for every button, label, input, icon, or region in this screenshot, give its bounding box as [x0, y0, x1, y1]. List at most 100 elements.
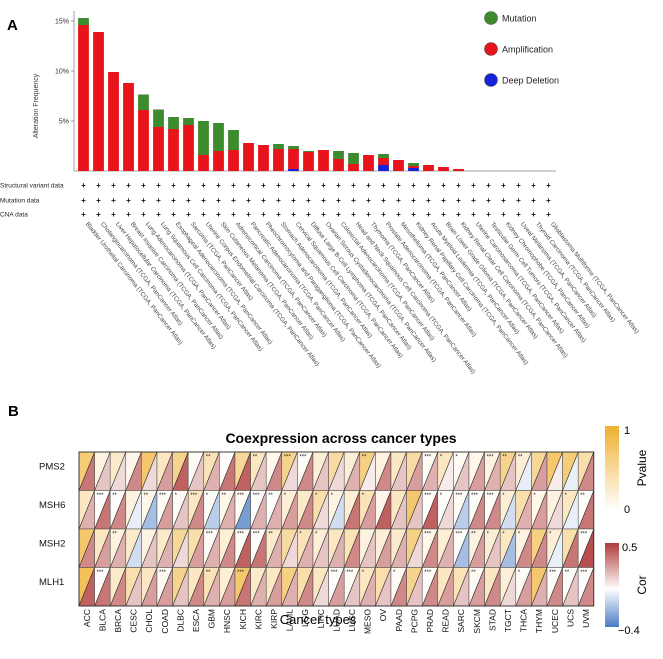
category-labels: Bladder Urothelial Carcinoma (TCGA, PanC…: [84, 221, 640, 375]
bar-mutation: [168, 117, 179, 129]
row-marker: +: [381, 210, 386, 219]
bar-amplification: [453, 169, 464, 171]
pvalue-colorbar: [605, 426, 619, 510]
cell-diagonal: [562, 490, 579, 530]
column-label: KIRC: [253, 609, 263, 629]
bar-amplification: [183, 125, 194, 171]
cell-diagonal: [375, 567, 392, 607]
cell-diagonal: [343, 528, 361, 568]
cell-diagonal: [203, 490, 220, 530]
cell-diagonal: [125, 528, 142, 568]
cell-diagonal: [375, 490, 392, 530]
bar-amplification: [303, 152, 314, 171]
row-marker: +: [456, 210, 461, 219]
row-marker: +: [501, 196, 506, 205]
bar-mutation: [228, 130, 239, 150]
significance-stars: *: [362, 493, 365, 499]
cell-diagonal: [468, 490, 485, 530]
row-marker: +: [426, 181, 431, 190]
significance-stars: *: [284, 493, 287, 499]
cell-diagonal: [343, 567, 361, 607]
row-marker: +: [201, 210, 206, 219]
row-marker: +: [456, 181, 461, 190]
cell-diagonal: [531, 567, 548, 607]
bar-amplification: [348, 164, 359, 171]
row-marker: +: [231, 181, 236, 190]
significance-stars: *: [518, 570, 521, 576]
row-marker: +: [111, 210, 116, 219]
significance-stars: *: [315, 532, 318, 538]
significance-stars: ***: [237, 570, 245, 576]
row-marker: +: [486, 196, 491, 205]
row-marker: +: [186, 210, 191, 219]
row-marker: +: [126, 196, 131, 205]
row-marker: +: [366, 196, 371, 205]
column-label: OV: [378, 609, 388, 622]
significance-stars: *: [502, 493, 505, 499]
significance-stars: **: [268, 532, 273, 538]
pvalue-min-label: 0: [624, 504, 630, 516]
cell-diagonal: [577, 490, 595, 530]
cell-diagonal: [515, 490, 532, 530]
significance-stars: ***: [206, 532, 214, 538]
significance-stars: ***: [159, 493, 167, 499]
bar-amplification: [363, 155, 374, 171]
cell-diagonal: [297, 528, 314, 568]
row-marker: +: [306, 181, 311, 190]
cell-diagonal: [234, 451, 251, 491]
column-label: LUAD: [331, 609, 341, 632]
significance-stars: **: [502, 455, 507, 461]
cell-diagonal: [406, 451, 423, 491]
cell-diagonal: [187, 528, 205, 568]
row-marker: +: [231, 210, 236, 219]
heatmap: ** ** *** *** ** *** * * *** ** ***** ** ** *** * *** * *…: [78, 451, 595, 607]
significance-stars: ***: [471, 493, 479, 499]
row-marker: +: [171, 196, 176, 205]
cell-diagonal: [265, 490, 283, 530]
cell-diagonal: [359, 451, 376, 491]
row-marker: +: [546, 196, 551, 205]
cell-diagonal: [312, 490, 329, 530]
row-marker: +: [246, 196, 251, 205]
significance-stars: *: [518, 532, 521, 538]
cell-diagonal: [453, 451, 470, 491]
cell-diagonal: [406, 490, 423, 530]
cell-diagonal: [156, 451, 173, 491]
cell-diagonal: [265, 528, 283, 568]
bar-mutation: [273, 144, 284, 149]
row-marker: +: [426, 210, 431, 219]
legend-marker: [484, 42, 498, 56]
y-tick-label: 15%: [55, 19, 69, 26]
row-marker: +: [126, 181, 131, 190]
column-label: LIHC: [316, 609, 326, 628]
bar-deep-deletion: [408, 168, 419, 171]
significance-stars: **: [471, 532, 476, 538]
significance-stars: ***: [424, 493, 432, 499]
row-marker: +: [351, 196, 356, 205]
cell-diagonal: [156, 567, 173, 607]
bar-mutation: [348, 153, 359, 164]
heatmap-column-labels: ACC BLCA BRCA CESC CHOL COAD DLBC ESCA GBM HNSC KI…: [82, 609, 591, 634]
bar-amplification: [198, 155, 209, 171]
row-marker: +: [441, 181, 446, 190]
bar-mutation: [408, 163, 419, 166]
cell-diagonal: [141, 528, 158, 568]
cell-diagonal: [94, 451, 111, 491]
cell-diagonal: [421, 490, 439, 530]
significance-stars: *: [533, 493, 536, 499]
cell-diagonal: [109, 528, 127, 568]
significance-stars: *: [440, 493, 443, 499]
significance-stars: ***: [346, 570, 354, 576]
significance-stars: *: [487, 532, 490, 538]
cell-diagonal: [281, 567, 298, 607]
row-marker: +: [501, 181, 506, 190]
legend: Mutation Amplification Deep Deletion: [484, 11, 559, 87]
significance-stars: ***: [487, 455, 495, 461]
column-label: CESC: [129, 609, 139, 633]
column-label: UVM: [581, 609, 591, 628]
bar-amplification: [228, 150, 239, 171]
bar-amplification: [243, 143, 254, 171]
cell-diagonal: [484, 451, 501, 491]
